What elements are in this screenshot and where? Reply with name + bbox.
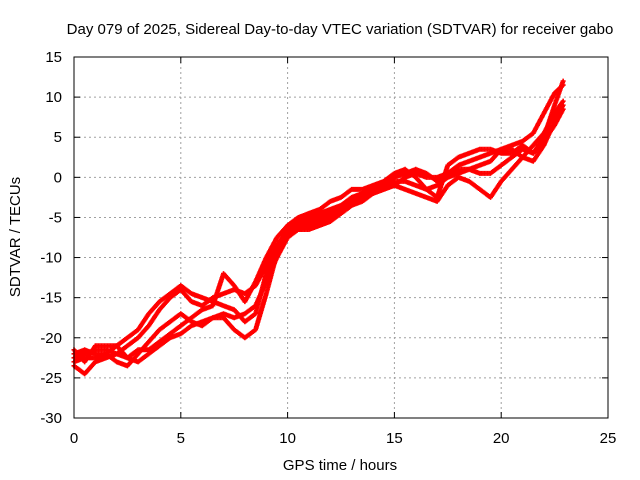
data-point: [560, 106, 566, 112]
y-tick-label: -25: [40, 370, 62, 387]
series-4: [71, 106, 566, 365]
y-tick-label: 10: [45, 89, 62, 106]
y-tick-label: -20: [40, 330, 62, 347]
x-tick-label: 25: [600, 430, 617, 447]
x-tick-label: 5: [177, 430, 185, 447]
y-tick-label: -5: [49, 209, 62, 226]
y-axis-label: SDTVAR / TECUs: [7, 177, 24, 297]
x-tick-label: 0: [70, 430, 78, 447]
y-tick-label: -30: [40, 410, 62, 427]
x-axis-label: GPS time / hours: [283, 457, 397, 474]
y-tick-label: 0: [54, 169, 62, 186]
tick-labels: 0 5 10 15 20 25 -30 -25 -20 -15 -10 -5 0 5 10 15: [40, 49, 616, 447]
data-points: [71, 78, 566, 377]
chart-title: Day 079 of 2025, Sidereal Day-to-day VTE…: [67, 21, 614, 38]
y-tick-label: -10: [40, 250, 62, 267]
series-5: [71, 78, 566, 357]
y-tick-label: 5: [54, 129, 62, 146]
x-tick-label: 15: [386, 430, 403, 447]
series-3: [71, 102, 566, 377]
data-point: [560, 78, 566, 84]
axis-ticks: [73, 56, 609, 419]
grid-lines: [74, 57, 608, 418]
x-tick-label: 20: [493, 430, 510, 447]
y-tick-label: -15: [40, 290, 62, 307]
x-tick-label: 10: [279, 430, 296, 447]
plot-frame: [73, 56, 609, 419]
y-tick-label: 15: [45, 49, 62, 66]
